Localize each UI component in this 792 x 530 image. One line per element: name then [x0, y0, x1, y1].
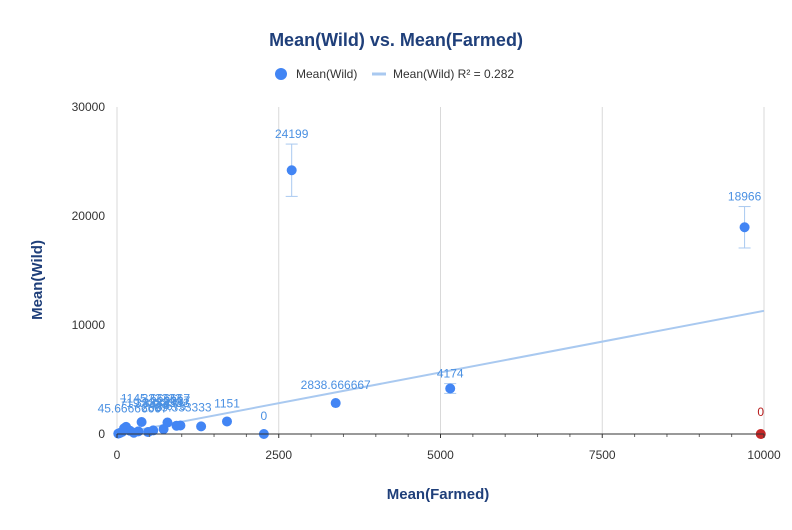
data-label: 4174 [437, 367, 464, 381]
y-tick-label: 20000 [72, 209, 106, 223]
legend: Mean(Wild) Mean(Wild) R² = 0.282 [275, 67, 514, 81]
data-label: 3333333 [135, 396, 182, 410]
legend-label-series: Mean(Wild) [296, 67, 357, 81]
data-point [221, 416, 232, 427]
data-label: 719.3333333 [120, 396, 190, 410]
x-axis-title: Mean(Farmed) [387, 486, 490, 503]
trendline-layer [116, 309, 765, 435]
data-points [113, 165, 766, 439]
x-tick-label: 0 [114, 448, 121, 462]
data-label: 0.8 [153, 398, 170, 412]
error-bars [285, 143, 751, 394]
data-point [286, 165, 297, 176]
data-point [330, 398, 341, 409]
y-axis-ticks: 0 10000 20000 30000 [72, 100, 106, 441]
data-label: 18966 [728, 190, 762, 204]
legend-label-trendline: Mean(Wild) R² = 0.282 [393, 67, 514, 81]
x-tick-label: 2500 [265, 448, 292, 462]
data-label: 1151 [214, 396, 240, 410]
data-label: 2838.666667 [301, 378, 371, 392]
data-point [445, 383, 456, 394]
data-point [158, 424, 169, 435]
data-label: 333333 [142, 391, 182, 405]
y-tick-label: 10000 [72, 318, 106, 332]
x-tick-label: 5000 [427, 448, 454, 462]
data-label: 1145.666667 [121, 391, 191, 405]
x-tick-label: 10000 [747, 448, 781, 462]
data-point [196, 421, 207, 432]
data-label: 2337 [164, 394, 191, 408]
data-label: 673 [166, 399, 186, 413]
data-labels: 24199 18966 4174 2838.666667 1151 0 2699.33333… [98, 127, 765, 423]
data-label: 45.66666667 [98, 402, 168, 416]
trendline [116, 309, 765, 435]
highlight-data-label: 0 [757, 405, 764, 419]
x-tick-label: 7500 [589, 448, 616, 462]
chart-title: Mean(Wild) vs. Mean(Farmed) [269, 30, 523, 50]
x-axis-ticks: 0 2500 5000 7500 10000 [114, 434, 781, 462]
y-tick-label: 30000 [72, 100, 106, 114]
data-label: 24199 [275, 127, 309, 141]
data-point [739, 222, 750, 233]
gridlines [116, 107, 765, 434]
y-tick-label: 0 [98, 427, 105, 441]
data-label: 0 [261, 409, 268, 423]
legend-marker-series [275, 68, 287, 80]
data-point [136, 417, 147, 428]
data-label: 3 [156, 400, 163, 414]
data-point [171, 420, 182, 431]
y-axis-title: Mean(Wild) [29, 240, 46, 320]
data-point [143, 427, 154, 438]
data-label: 2699.333333 [141, 401, 211, 415]
